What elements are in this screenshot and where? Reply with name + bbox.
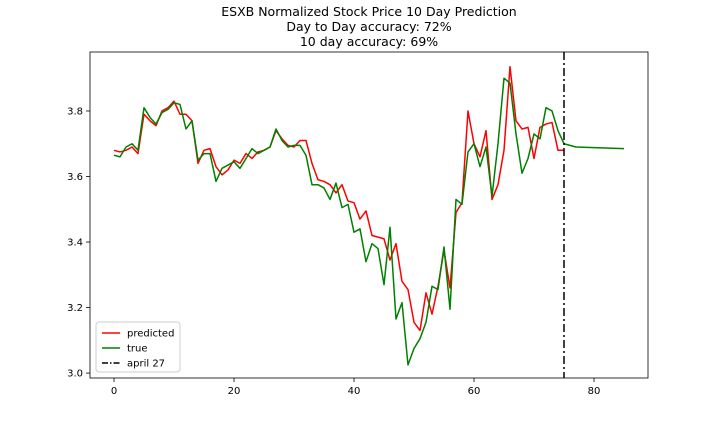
chart-title: ESXB Normalized Stock Price 10 Day Predi… — [221, 4, 516, 49]
x-tick-label: 0 — [111, 386, 117, 397]
series-line-predicted — [113, 65, 564, 332]
legend-label-true: true — [127, 344, 148, 355]
y-tick-label: 3.6 — [67, 172, 83, 183]
y-tick-label: 3.4 — [67, 238, 83, 249]
y-tick-label: 3.2 — [67, 303, 83, 314]
title-line-1: ESXB Normalized Stock Price 10 Day Predi… — [221, 4, 516, 19]
plot-frame — [89, 51, 649, 379]
title-line-3: 10 day accuracy: 69% — [300, 34, 438, 49]
legend-label-predicted: predicted — [127, 329, 174, 340]
legend-label-april-27: april 27 — [127, 359, 165, 370]
title-line-2: Day to Day accuracy: 72% — [286, 19, 451, 34]
plot-area — [113, 52, 625, 378]
series-line-true — [113, 77, 625, 366]
legend-box — [95, 321, 181, 373]
x-tick-label: 40 — [348, 386, 361, 397]
legend: predicted true april 27 — [95, 321, 181, 373]
x-tick-label: 80 — [588, 386, 601, 397]
x-tick-label: 20 — [228, 386, 241, 397]
y-tick-label: 3.8 — [67, 106, 83, 117]
x-tick-label: 60 — [468, 386, 481, 397]
axes: 0 20 40 60 80 3.0 3.2 3.4 3.6 3.8 — [67, 106, 600, 397]
y-tick-label: 3.0 — [67, 369, 83, 380]
